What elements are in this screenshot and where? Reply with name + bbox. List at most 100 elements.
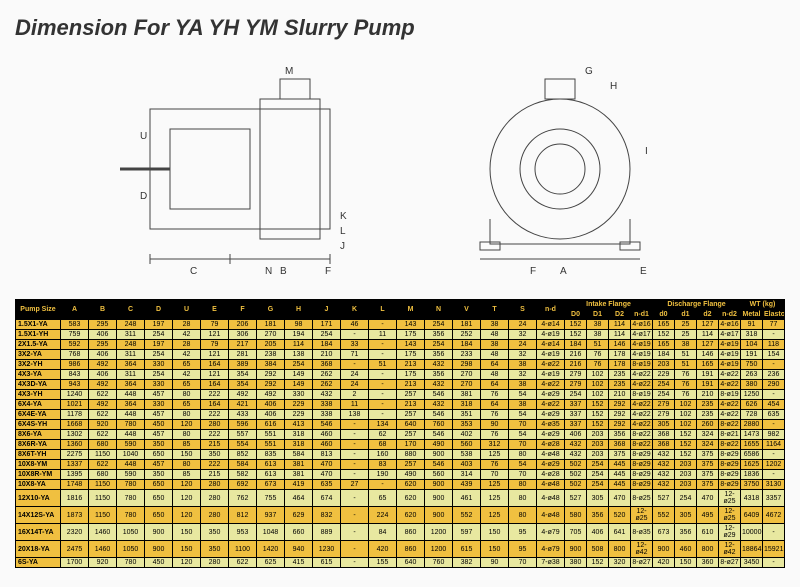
table-cell: 3357: [763, 490, 785, 507]
table-cell: 650: [145, 480, 173, 490]
table-cell: 38: [481, 320, 509, 330]
table-cell: -: [341, 420, 369, 430]
table-cell: 203: [675, 480, 697, 490]
table-cell: 660: [285, 524, 313, 541]
table-cell: 254: [425, 320, 453, 330]
table-cell: 324: [697, 430, 719, 440]
table-cell: 8-ø29: [631, 480, 653, 490]
dim-label-k: K: [340, 211, 347, 222]
table-cell: 25: [675, 320, 697, 330]
table-cell: 812: [229, 507, 257, 524]
table-cell: 560: [425, 470, 453, 480]
table-cell: 900: [425, 507, 453, 524]
table-cell: 51: [675, 360, 697, 370]
table-cell: 318: [453, 400, 481, 410]
table-cell: -: [763, 558, 785, 568]
table-cell: 4-ø22: [631, 380, 653, 390]
table-cell: 337: [565, 420, 587, 430]
table-cell: 4-ø19: [631, 350, 653, 360]
table-cell: 415: [285, 558, 313, 568]
table-cell: 953: [229, 524, 257, 541]
table-cell: 150: [481, 541, 509, 558]
table-cell: 6X4E-YA: [16, 410, 61, 420]
table-cell: 76: [587, 350, 609, 360]
table-cell: 1395: [61, 470, 89, 480]
table-cell: 191: [697, 370, 719, 380]
table-cell: 1473: [741, 430, 763, 440]
table-cell: -: [341, 470, 369, 480]
table-cell: 54: [509, 430, 537, 440]
table-cell: 546: [425, 390, 453, 400]
table-cell: 178: [609, 360, 631, 370]
table-cell: 762: [229, 490, 257, 507]
table-cell: -: [763, 420, 785, 430]
table-cell: 354: [229, 370, 257, 380]
table-cell: 843: [61, 370, 89, 380]
table-cell: 2X1.5-YA: [16, 340, 61, 350]
table-cell: 4-ø19: [537, 350, 565, 360]
table-cell: 4-ø22: [537, 380, 565, 390]
table-row: 10X8-YM133762244845780222584613381470-83…: [16, 460, 785, 470]
table-subheader-cell: D2: [609, 310, 631, 320]
table-cell: 160: [369, 450, 397, 460]
table-cell: 80: [509, 450, 537, 460]
table-cell: 254: [587, 460, 609, 470]
table-cell: 1240: [61, 390, 89, 400]
table-cell: 1337: [61, 460, 89, 470]
table-header-cell: M: [397, 300, 425, 320]
table-cell: 178: [609, 350, 631, 360]
table-cell: 554: [229, 440, 257, 450]
table-cell: 6X4S-YH: [16, 420, 61, 430]
table-cell: 432: [653, 470, 675, 480]
table-cell: -: [763, 360, 785, 370]
table-cell: 152: [653, 330, 675, 340]
table-cell: 292: [257, 380, 285, 390]
table-cell: 104: [741, 340, 763, 350]
table-cell: 279: [653, 400, 675, 410]
table-cell: 80: [173, 460, 201, 470]
table-cell: 460: [313, 440, 341, 450]
table-cell: 306: [229, 330, 257, 340]
table-cell: 270: [453, 370, 481, 380]
table-cell: 70: [509, 420, 537, 430]
table-cell: 650: [145, 450, 173, 460]
table-cell: 77: [763, 320, 785, 330]
table-cell: 800: [697, 541, 719, 558]
table-cell: 4-ø19: [719, 360, 741, 370]
table-cell: 4672: [763, 507, 785, 524]
table-cell: 152: [565, 330, 587, 340]
dim-label-h: H: [610, 81, 617, 92]
table-cell: 8X6R-YA: [16, 440, 61, 450]
table-cell: -: [369, 320, 397, 330]
table-cell: 190: [369, 470, 397, 480]
table-cell: 457: [145, 410, 173, 420]
table-cell: 502: [565, 480, 587, 490]
table-cell: 613: [257, 470, 285, 480]
table-cell: 360: [697, 558, 719, 568]
table-cell: 24: [341, 380, 369, 390]
table-cell: 138: [341, 410, 369, 420]
table-cell: 7-ø38: [537, 558, 565, 568]
table-cell: 4-ø28: [537, 470, 565, 480]
table-header-cell: T: [481, 300, 509, 320]
table-cell: 460: [313, 430, 341, 440]
table-cell: 650: [145, 490, 173, 507]
table-cell: 95: [509, 524, 537, 541]
table-cell: 8-ø29: [719, 480, 741, 490]
table-cell: 260: [697, 420, 719, 430]
table-cell: 254: [145, 370, 173, 380]
table-cell: 402: [453, 430, 481, 440]
table-cell: 4-ø22: [719, 370, 741, 380]
table-cell: 65: [173, 380, 201, 390]
table-cell: 254: [145, 350, 173, 360]
table-cell: -: [763, 470, 785, 480]
table-cell: 8-ø19: [719, 390, 741, 400]
table-cell: 492: [229, 390, 257, 400]
table-cell: 222: [201, 460, 229, 470]
table-cell: 4-ø19: [719, 340, 741, 350]
table-cell: 6X4-YA: [16, 400, 61, 410]
table-header-cell: C: [117, 300, 145, 320]
page-title: Dimension For YA YH YM Slurry Pump: [15, 15, 785, 41]
table-cell: 490: [425, 440, 453, 450]
table-cell: 235: [609, 380, 631, 390]
